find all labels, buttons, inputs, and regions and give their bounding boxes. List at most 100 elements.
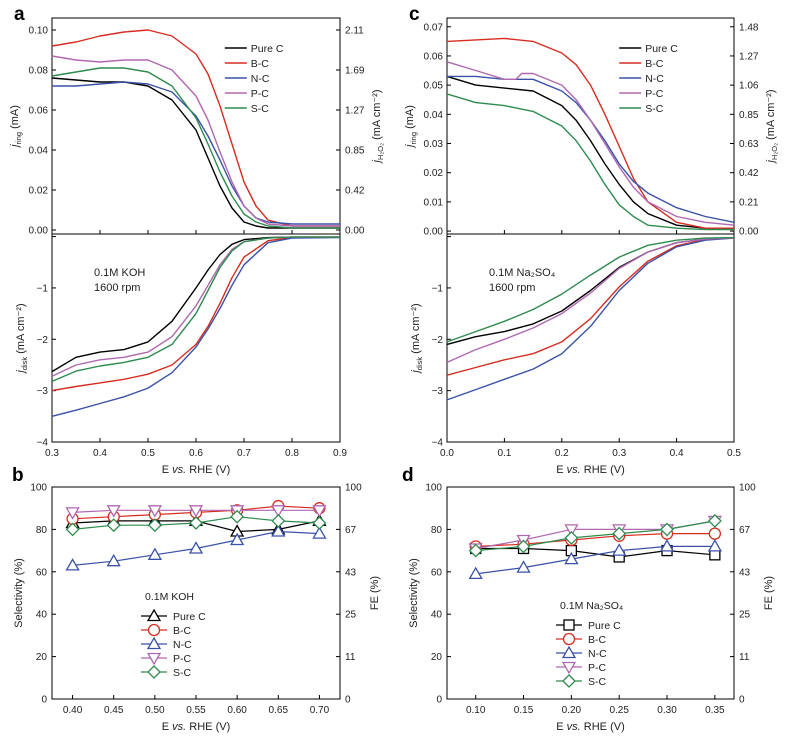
- data-point-s-c: [468, 543, 483, 558]
- panel-a: a 0.3 0.4 0.5 0.6 0.7 0.8 0.9 E vs. RHE (V) 0.00 0…: [9, 4, 385, 476]
- ring-line-b-c: [446, 37, 734, 229]
- data-point-p-c: [312, 505, 327, 518]
- data-point-n-c: [106, 553, 121, 567]
- x-tick-label: 0.0: [440, 448, 454, 459]
- y-tick-label: −1: [37, 283, 49, 294]
- y2-tick-label: 1.27: [739, 51, 759, 62]
- data-point-s-c: [65, 522, 80, 537]
- y2-tick-label: 1.48: [739, 22, 759, 33]
- legend-marker-n-c: [561, 645, 577, 659]
- legend-label-n-c: N-C: [645, 73, 664, 85]
- disk-line-p-c: [446, 237, 735, 364]
- legend-label-s-c: S-C: [588, 676, 607, 688]
- condition-annotation: 0.1M Na₂SO₄: [489, 267, 556, 279]
- x-tick-label: 0.2: [555, 448, 569, 459]
- y-tick-label: 40: [36, 610, 48, 621]
- data-point-s-c: [189, 516, 203, 530]
- y2-tick-label: 11: [739, 652, 750, 663]
- panel-d: d 0.10 0.15 0.20 0.25 0.30 0.35 E vs. RHE (V) 0 2…: [402, 465, 775, 733]
- y-tick-label: 0.07: [424, 22, 444, 33]
- legend-label-pure-c: Pure C: [173, 611, 206, 623]
- y-tick-label: 60: [431, 567, 443, 578]
- disk-line-b-c: [446, 237, 735, 376]
- data-point-n-c: [659, 539, 675, 552]
- y2-tick-label: 0.63: [739, 139, 759, 150]
- legend-label-p-c: P-C: [588, 662, 607, 674]
- y2-tick-label: 43: [739, 567, 751, 578]
- legend-marker-pure-c: [563, 619, 575, 631]
- y2-tick-label: 0.85: [739, 110, 759, 121]
- data-point-n-c: [612, 543, 627, 556]
- data-point-n-c: [188, 541, 204, 554]
- y2-tick-label: 100: [739, 483, 756, 494]
- y-tick-label: −2: [432, 335, 444, 346]
- selectivity-axis-label: Selectivity (%): [13, 558, 25, 628]
- ring-y-axis-label: jring (mA): [9, 105, 23, 149]
- y2-tick-label: 0.85: [345, 146, 365, 157]
- ring-line-s-c: [51, 67, 340, 229]
- selectivity-line-s-c: [475, 520, 716, 552]
- y-tick-label: 0.04: [424, 110, 444, 121]
- y-tick-label: 0.00: [424, 227, 444, 238]
- legend-label-s-c: S-C: [645, 103, 664, 115]
- ring-line-s-c: [446, 93, 734, 231]
- x-tick-label: 0.40: [63, 705, 83, 716]
- y2-tick-label: 0.00: [345, 226, 365, 237]
- data-point-n-c: [468, 566, 483, 580]
- x-tick-label: 0.3: [45, 448, 59, 459]
- disk-line-pure-c: [51, 236, 340, 373]
- y-tick-label: −4: [37, 438, 49, 449]
- disk-line-s-c: [51, 236, 340, 383]
- legend-label-pure-c: Pure C: [645, 43, 678, 55]
- x-tick-label: 0.6: [189, 448, 203, 459]
- disk-line-n-c: [446, 237, 735, 401]
- ring-line-pure-c: [446, 75, 734, 229]
- x-tick-label: 0.7: [237, 448, 251, 459]
- x-tick-label: 0.15: [514, 705, 534, 716]
- data-point-s-c: [312, 516, 327, 530]
- data-point-n-c: [516, 560, 531, 573]
- legend-marker-pure-c: [146, 608, 162, 622]
- data-point-s-c: [516, 539, 531, 554]
- y-tick-label: 40: [431, 610, 443, 621]
- y2-tick-label: 2.11: [345, 26, 364, 37]
- x-tick-label: 0.45: [104, 705, 124, 716]
- disk-plot-frame: [51, 233, 341, 443]
- x-tick-label: 0.8: [285, 448, 299, 459]
- y-tick-label: 0: [41, 695, 47, 706]
- x-tick-label: 0.4: [670, 448, 684, 459]
- legend-label-b-c: B-C: [173, 625, 192, 637]
- ring-plot-frame: [51, 17, 341, 235]
- x-tick-label: 0.25: [609, 705, 629, 716]
- y-tick-label: −3: [37, 386, 49, 397]
- disk-line-s-c: [446, 236, 735, 343]
- data-point-s-c: [106, 518, 121, 533]
- y2-tick-label: 25: [739, 610, 751, 621]
- y2-tick-label: 1.06: [739, 81, 759, 92]
- condition-annotation: 1600 rpm: [489, 282, 535, 294]
- y-tick-label: 80: [36, 525, 48, 536]
- legend-label-pure-c: Pure C: [588, 620, 621, 632]
- ring-line-n-c: [447, 75, 735, 223]
- y-tick-label: 0.06: [29, 106, 49, 117]
- y-tick-label: 20: [36, 652, 48, 663]
- x-tick-label: 0.5: [141, 448, 155, 459]
- legend-label-b-c: B-C: [251, 58, 269, 70]
- y-tick-label: 0.08: [29, 66, 49, 77]
- y2-tick-label: 25: [345, 610, 357, 621]
- data-point-p-c: [106, 505, 121, 518]
- fe-axis-label: FE (%): [763, 576, 775, 610]
- data-point-p-c: [65, 507, 80, 520]
- y-tick-label: 0.06: [424, 51, 444, 62]
- y2-tick-label: 0.21: [739, 197, 759, 208]
- data-point-n-c: [271, 524, 286, 537]
- data-point-p-c: [564, 524, 579, 537]
- y2-tick-label: 67: [345, 525, 357, 536]
- x-axis-label: E vs. RHE (V): [556, 721, 624, 733]
- legend-marker-b-c: [562, 632, 576, 646]
- legend-title: 0.1M KOH: [145, 591, 194, 603]
- data-point-n-c: [229, 532, 245, 546]
- y-tick-label: 0.05: [424, 81, 444, 92]
- disk-y-axis-label: jdisk (mA cm⁻²): [410, 303, 424, 374]
